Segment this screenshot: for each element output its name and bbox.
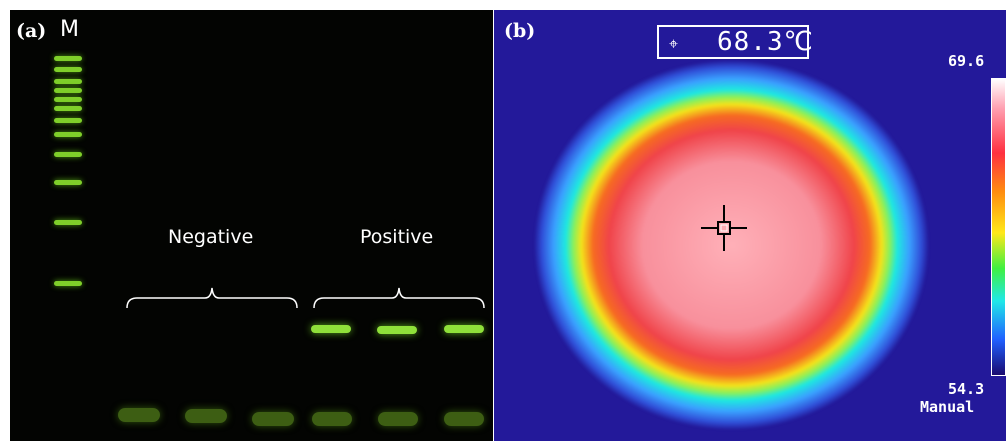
scale-max-value: 69.6 bbox=[948, 52, 985, 70]
ladder-band bbox=[54, 67, 82, 72]
panel-a-label: (a) bbox=[16, 20, 47, 42]
primer-band bbox=[185, 409, 227, 423]
positive-sample-band bbox=[311, 325, 351, 333]
negative-group-label: Negative bbox=[168, 226, 254, 248]
ladder-band bbox=[54, 180, 82, 185]
mode-label: Manual bbox=[920, 398, 975, 416]
ladder-band bbox=[54, 97, 82, 102]
spot-crosshair-icon bbox=[701, 205, 747, 251]
temperature-readout-box: ⌖ 68.3℃ bbox=[657, 25, 813, 59]
positive-group-label: Positive bbox=[360, 226, 434, 248]
gel-electrophoresis-panel: (a) M Negative Positive bbox=[10, 10, 493, 441]
ladder-band bbox=[54, 281, 82, 286]
ladder-band bbox=[54, 152, 82, 157]
primer-band bbox=[312, 412, 352, 426]
positive-sample-band bbox=[444, 325, 484, 333]
marker-lane-label: M bbox=[60, 17, 79, 42]
ladder-band bbox=[54, 132, 82, 137]
negative-brace bbox=[126, 287, 298, 309]
panel-b-label: (b) bbox=[504, 20, 536, 42]
ladder-band bbox=[54, 79, 82, 84]
thermal-image-panel: (b) ⌖ 68.3℃ 69.6 54.3 Manual bbox=[494, 10, 1006, 441]
temperature-readout: 68.3℃ bbox=[717, 27, 814, 57]
temperature-color-scale bbox=[991, 78, 1006, 376]
crosshair-icon: ⌖ bbox=[669, 34, 679, 53]
ladder-band bbox=[54, 118, 82, 123]
primer-band bbox=[118, 408, 160, 422]
primer-band bbox=[444, 412, 484, 426]
ladder-band bbox=[54, 88, 82, 93]
primer-band bbox=[378, 412, 418, 426]
scale-min-value: 54.3 bbox=[948, 380, 985, 398]
ladder-band bbox=[54, 220, 82, 225]
primer-band bbox=[252, 412, 294, 426]
positive-brace bbox=[313, 287, 485, 309]
positive-sample-band bbox=[377, 326, 417, 334]
ladder-band bbox=[54, 56, 82, 61]
ladder-band bbox=[54, 106, 82, 111]
heat-spot bbox=[534, 60, 929, 430]
